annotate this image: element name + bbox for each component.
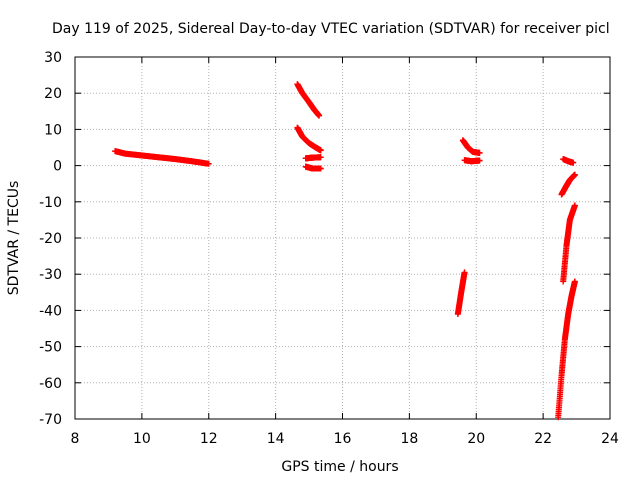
- data-point: [571, 171, 578, 178]
- data-point: [476, 149, 483, 156]
- y-tick-label: -40: [39, 303, 62, 319]
- data-series-segment: [555, 278, 578, 421]
- data-series-segment: [560, 202, 578, 285]
- x-tick-label: 20: [467, 431, 485, 447]
- data-series-segment: [560, 156, 577, 166]
- y-tick-label: 0: [53, 159, 62, 175]
- data-point: [461, 269, 468, 276]
- y-tick-label: 10: [44, 122, 62, 138]
- y-axis-label: SDTVAR / TECUs: [6, 181, 22, 296]
- x-tick-label: 14: [267, 431, 285, 447]
- data-point: [571, 278, 578, 285]
- x-tick-label: 16: [334, 431, 352, 447]
- data-point: [317, 165, 324, 172]
- data-series-segment: [302, 163, 324, 172]
- x-tick-labels: 8 10 12 14 16 18 20 22 24: [71, 431, 619, 447]
- x-tick-label: 18: [400, 431, 418, 447]
- y-tick-label: -20: [39, 231, 62, 247]
- y-tick-label: -10: [39, 195, 62, 211]
- y-tick-labels: 30 20 10 0 -10 -20 -30 -40 -50 -60 -70: [39, 50, 62, 428]
- data-series-segment: [112, 148, 212, 167]
- grid: [75, 57, 610, 419]
- data-series-segment: [459, 137, 483, 156]
- data-series-segment: [302, 154, 324, 162]
- data-series-segment: [294, 124, 324, 154]
- data-point: [317, 147, 324, 154]
- data-series-segment: [461, 157, 483, 165]
- chart-title: Day 119 of 2025, Sidereal Day-to-day VTE…: [52, 21, 610, 37]
- data-series-segment: [454, 269, 468, 318]
- x-tick-label: 10: [133, 431, 151, 447]
- data-series-segment: [558, 171, 578, 198]
- tick-marks: [74, 56, 611, 420]
- data-points: [112, 81, 578, 421]
- x-tick-label: 24: [601, 431, 619, 447]
- y-tick-label: 30: [44, 50, 62, 66]
- x-tick-label: 8: [71, 431, 80, 447]
- y-tick-label: -50: [39, 340, 62, 356]
- data-point: [317, 154, 324, 161]
- y-tick-label: 20: [44, 86, 62, 102]
- data-point: [205, 160, 212, 167]
- x-tick-label: 22: [534, 431, 552, 447]
- data-point: [570, 159, 577, 166]
- data-point: [571, 202, 578, 209]
- y-tick-label: -30: [39, 267, 62, 283]
- data-series-segment: [294, 81, 323, 119]
- x-tick-label: 12: [200, 431, 218, 447]
- y-tick-label: -70: [39, 412, 62, 428]
- y-tick-label: -60: [39, 376, 62, 392]
- x-axis-label: GPS time / hours: [281, 459, 398, 475]
- data-point: [316, 112, 323, 119]
- data-point: [476, 157, 483, 164]
